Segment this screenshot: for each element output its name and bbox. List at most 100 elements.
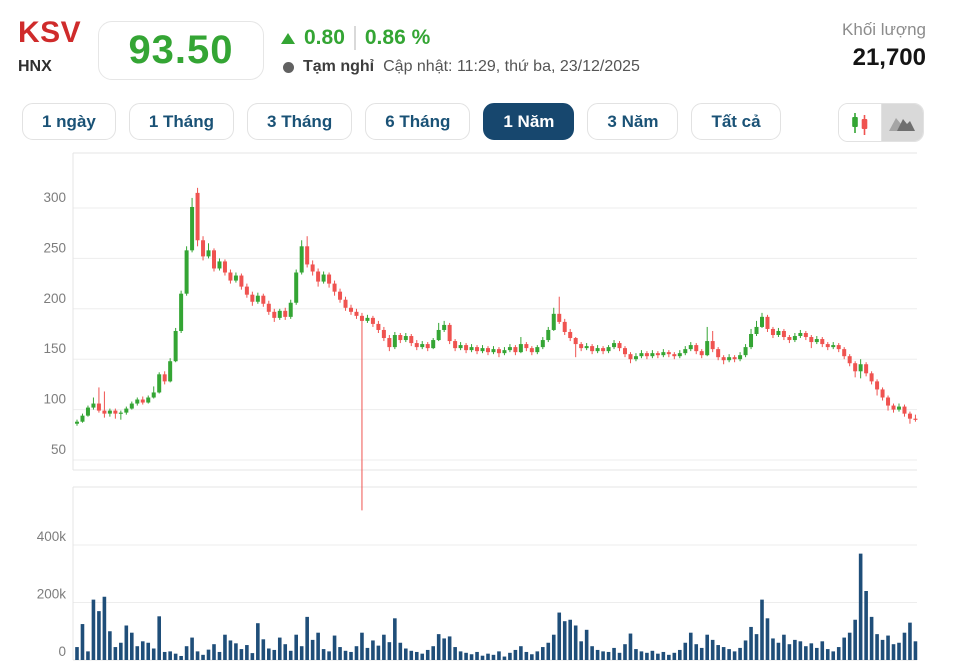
volume-bar bbox=[699, 647, 704, 660]
volume-bar bbox=[891, 644, 896, 660]
candle-body bbox=[897, 406, 901, 410]
volume-bar bbox=[749, 626, 753, 660]
volume-bar bbox=[875, 634, 879, 660]
candle-body bbox=[798, 332, 803, 337]
volume-bar bbox=[332, 635, 337, 660]
volume-bar bbox=[349, 651, 353, 660]
tab-1-năm[interactable]: 1 Năm bbox=[483, 103, 575, 140]
candle-body bbox=[277, 310, 282, 318]
volume-tick-label: 200k bbox=[37, 587, 67, 602]
volume-bar bbox=[179, 655, 183, 660]
candle-body bbox=[842, 349, 847, 357]
volume-bar bbox=[645, 652, 649, 660]
tab-6-tháng[interactable]: 6 Tháng bbox=[365, 103, 471, 140]
volume-bar bbox=[113, 647, 118, 660]
candle-body bbox=[431, 340, 436, 349]
volume-bar bbox=[431, 646, 435, 660]
volume-bar bbox=[710, 639, 715, 661]
candle-body bbox=[760, 316, 764, 327]
volume-series bbox=[75, 553, 918, 661]
volume-bar bbox=[612, 647, 616, 660]
candle-body bbox=[617, 343, 622, 349]
volume-bar bbox=[453, 647, 457, 660]
tab-3-tháng[interactable]: 3 Tháng bbox=[247, 103, 353, 140]
candle-body bbox=[803, 332, 808, 338]
tab-3-năm[interactable]: 3 Năm bbox=[587, 103, 679, 140]
candle-body bbox=[666, 352, 671, 355]
volume-bar bbox=[140, 641, 145, 660]
candle-body bbox=[902, 406, 907, 414]
candle-body bbox=[118, 412, 123, 414]
volume-bar bbox=[847, 632, 852, 660]
candle-body bbox=[102, 410, 107, 414]
volume-bar bbox=[414, 651, 419, 660]
candle-body bbox=[677, 353, 682, 357]
volume-bar bbox=[815, 647, 819, 660]
candle-body bbox=[222, 261, 227, 273]
volume-bar bbox=[272, 649, 277, 660]
volume-bar bbox=[146, 642, 151, 660]
candle-body bbox=[173, 330, 178, 362]
candle-body bbox=[853, 363, 858, 372]
volume-bar bbox=[277, 637, 282, 660]
candle-body bbox=[633, 356, 638, 360]
candle-body bbox=[436, 329, 441, 341]
candle-body bbox=[721, 357, 726, 361]
volume-bar bbox=[80, 624, 85, 660]
tab-tất-cả[interactable]: Tất cả bbox=[691, 103, 781, 140]
candle-body bbox=[847, 356, 852, 364]
candle-body bbox=[195, 192, 200, 241]
volume-bar bbox=[245, 645, 249, 660]
candle-body bbox=[551, 313, 556, 330]
candle-body bbox=[140, 399, 145, 403]
candle-body bbox=[458, 345, 463, 349]
volume-bar bbox=[535, 651, 540, 661]
candle-body bbox=[80, 415, 85, 422]
volume-bar bbox=[217, 651, 222, 660]
candle-body bbox=[858, 364, 863, 372]
candle-body bbox=[135, 399, 140, 404]
tab-1-tháng[interactable]: 1 Tháng bbox=[128, 103, 235, 140]
volume-label: Khối lượng bbox=[842, 20, 926, 39]
volume-bar bbox=[502, 656, 507, 660]
volume-bar bbox=[656, 653, 660, 660]
candle-body bbox=[162, 374, 167, 382]
candle-body bbox=[601, 348, 606, 352]
volume-bar bbox=[365, 647, 370, 660]
volume-bar bbox=[464, 652, 468, 660]
candle-body bbox=[738, 355, 743, 360]
candle-body bbox=[650, 353, 655, 357]
candle-body bbox=[584, 346, 589, 349]
volume-bar bbox=[447, 636, 452, 660]
candle-body bbox=[864, 364, 869, 374]
candle-body bbox=[573, 338, 578, 345]
volume-bar bbox=[91, 599, 96, 660]
volume-bar bbox=[288, 650, 293, 660]
volume-bar bbox=[590, 646, 594, 660]
last-price-box: 93.50 bbox=[98, 21, 264, 80]
volume-bar bbox=[135, 646, 140, 660]
volume-bar bbox=[858, 553, 863, 660]
candle-body bbox=[781, 330, 786, 338]
tab-1-ngày[interactable]: 1 ngày bbox=[22, 103, 116, 140]
candle-body bbox=[310, 264, 315, 272]
candle-body bbox=[568, 331, 573, 339]
price-tick-label: 150 bbox=[43, 341, 66, 356]
candle-body bbox=[414, 343, 419, 348]
area-view-button[interactable] bbox=[880, 104, 923, 141]
candle-body bbox=[907, 413, 912, 419]
volume-bar bbox=[497, 651, 501, 661]
candle-body bbox=[425, 344, 430, 349]
candle-body bbox=[655, 353, 660, 356]
volume-bar bbox=[913, 641, 918, 660]
candlestick-view-button[interactable] bbox=[839, 104, 881, 141]
candle-body bbox=[513, 347, 518, 353]
volume-bar bbox=[168, 651, 172, 661]
candle-body bbox=[168, 361, 173, 382]
candle-body bbox=[776, 330, 781, 336]
change-value: 0.80 bbox=[304, 26, 345, 49]
candlestick-series bbox=[75, 187, 918, 511]
